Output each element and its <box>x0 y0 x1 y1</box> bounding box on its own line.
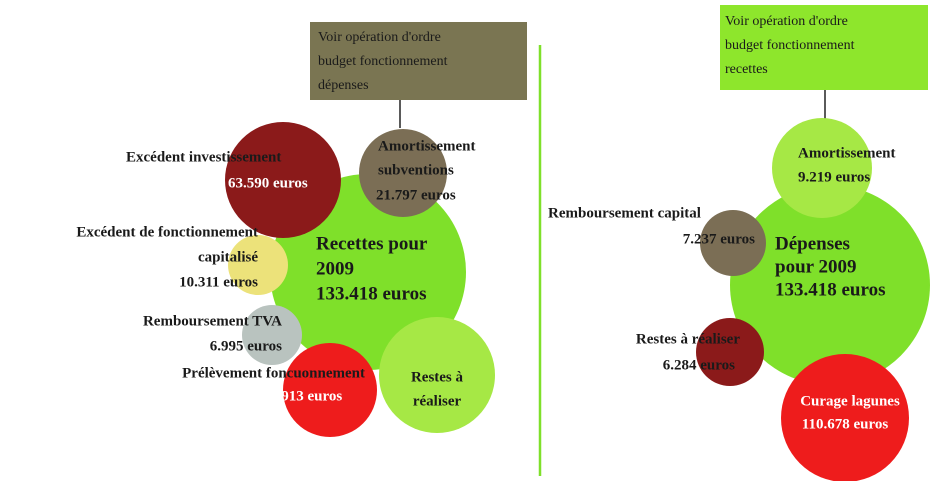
center-text: 2009 <box>316 258 354 279</box>
bubble-amount: 7.237 euros <box>683 231 755 247</box>
bubble <box>379 317 495 433</box>
bubble-amount: 110.678 euros <box>802 416 889 432</box>
note-text: dépenses <box>318 78 369 93</box>
bubble-label: Restes à réaliser <box>636 331 740 347</box>
bubble-amount: 21.797 euros <box>376 187 456 203</box>
note-text: budget fonctionnement <box>725 38 855 53</box>
note-text: recettes <box>725 62 768 77</box>
bubble-label: Remboursement capital <box>548 205 701 221</box>
bubble <box>242 305 302 365</box>
bubble-amount: 6.284 euros <box>663 357 735 373</box>
center-text: 133.418 euros <box>316 283 426 304</box>
bubble-label: capitalisé <box>198 249 258 265</box>
bubble-amount: 6.995 euros <box>210 338 282 354</box>
bubble-label: Curage lagunes <box>800 393 900 409</box>
note-text: Voir opération d'ordre <box>318 30 441 45</box>
center-text: 133.418 euros <box>775 279 885 300</box>
bubble <box>359 129 447 217</box>
bubble <box>283 343 377 437</box>
bubble <box>730 185 930 385</box>
bubble-label: Restes à <box>411 369 464 385</box>
note-text: budget fonctionnement <box>318 54 448 69</box>
note-box <box>310 22 527 100</box>
center-text: Recettes pour <box>316 233 428 254</box>
bubble-amount: 9.219 euros <box>798 169 870 185</box>
bubble <box>700 210 766 276</box>
bubble <box>696 318 764 386</box>
center-text: pour 2009 <box>775 256 856 277</box>
center-text: Dépenses <box>775 233 850 254</box>
bubble-label: subventions <box>378 162 454 178</box>
bubble-label: Amortissement <box>798 145 895 161</box>
bubble-label: Excédent de fonctionnement <box>76 224 258 240</box>
bubble-amount: 10.311 euros <box>179 274 258 290</box>
note-text: Voir opération d'ordre <box>725 14 848 29</box>
bubble-amount: 63.590 euros <box>228 175 308 191</box>
bubble-label: Amortissement <box>378 138 475 154</box>
bubble <box>772 118 872 218</box>
bubble-label: Excédent investissement <box>126 149 281 165</box>
bubble <box>225 122 341 238</box>
bubble-label: Remboursement TVA <box>143 313 282 329</box>
bubble-label: Prélèvement foncuonnement <box>182 365 365 381</box>
bubble-amount: 9.913 euros <box>270 388 342 404</box>
note-box <box>720 5 928 90</box>
bubble-label: réaliser <box>413 393 462 409</box>
bubble <box>228 235 288 295</box>
bubble <box>781 354 909 481</box>
